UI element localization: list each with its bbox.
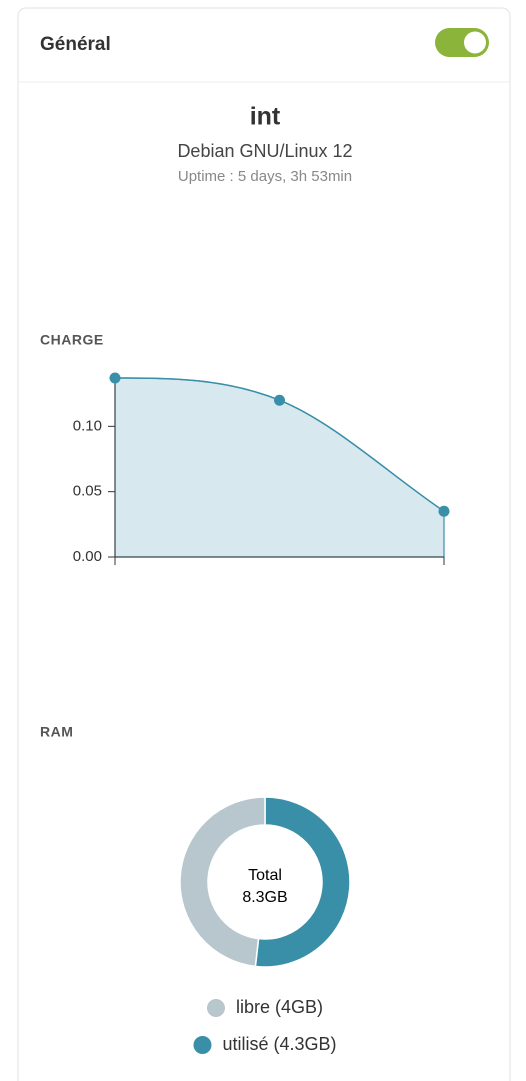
center-label: Total	[248, 867, 282, 884]
legend-swatch	[193, 1036, 212, 1054]
host-uptime: Uptime : 5 days, 3h 53min	[178, 168, 352, 185]
chart-title: CHARGE	[40, 332, 104, 348]
y-tick-label: 0.05	[73, 483, 102, 500]
legend-swatch	[206, 999, 225, 1017]
host-name: int	[250, 103, 281, 131]
chart-title: RAM	[40, 724, 73, 740]
y-tick-label: 0.10	[73, 417, 102, 434]
toggle[interactable]	[435, 28, 489, 57]
point	[109, 372, 121, 384]
card-title: Général	[40, 34, 111, 55]
point	[274, 394, 285, 406]
legend-label: libre (4GB)	[236, 997, 323, 1017]
legend-label: utilisé (4.3GB)	[222, 1034, 336, 1054]
host-os: Debian GNU/Linux 12	[177, 141, 352, 161]
donut-slice	[179, 796, 266, 968]
y-tick-label: 0.00	[73, 548, 102, 565]
toggle-knob	[464, 31, 486, 54]
point	[438, 505, 450, 517]
donut-slice	[254, 796, 351, 968]
center-total: 8.3GB	[242, 889, 287, 906]
